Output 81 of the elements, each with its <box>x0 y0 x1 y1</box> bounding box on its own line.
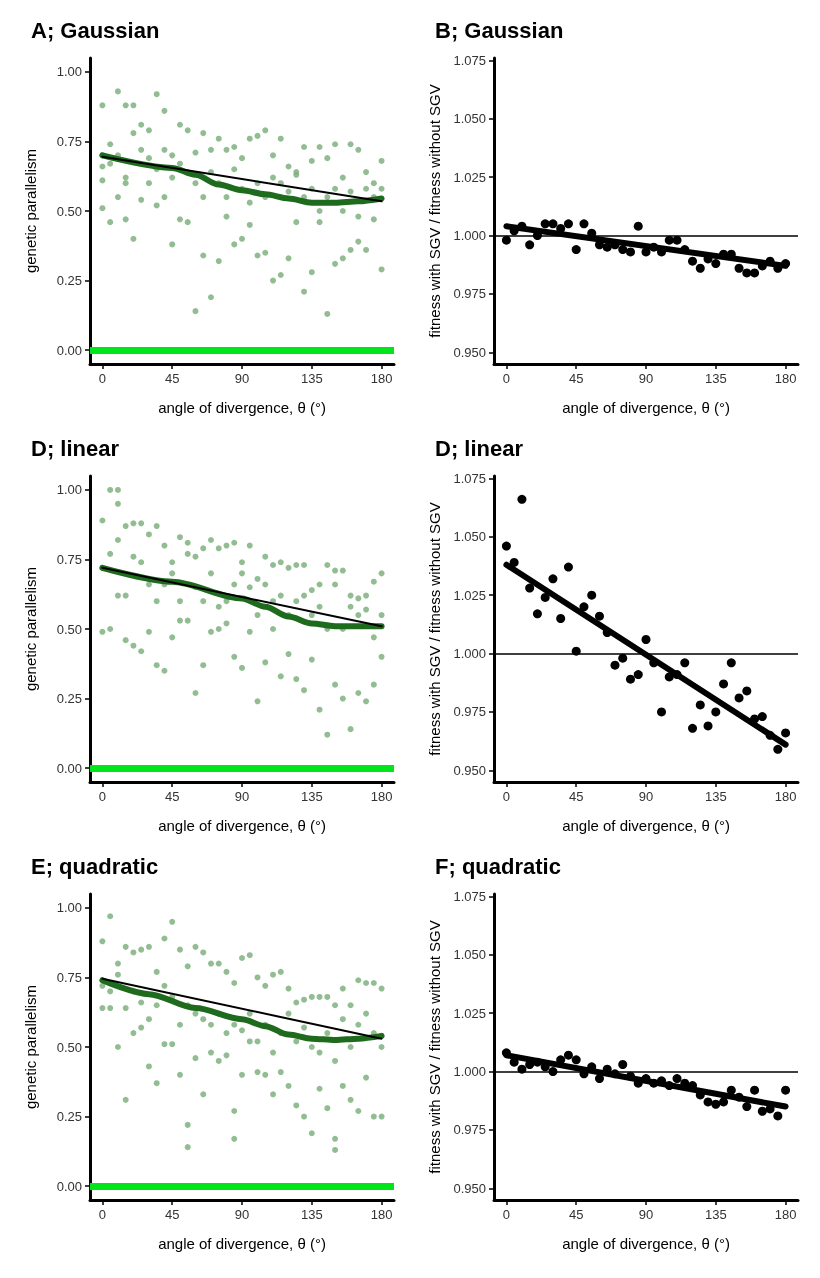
y-tick-label: 1.00 <box>56 482 82 498</box>
y-tick-label: 0.950 <box>453 762 486 778</box>
y-tick-label: 0.25 <box>56 691 82 707</box>
y-tick-label: 1.075 <box>453 888 486 904</box>
x-tick-label: 90 <box>638 371 654 386</box>
x-tick-label: 90 <box>234 371 250 386</box>
y-tick-label: 0.00 <box>56 760 82 776</box>
x-tick-label: 0 <box>98 789 107 804</box>
y-axis-title: fitness with SGV / fitness without SGV <box>426 84 443 338</box>
x-tick-label: 0 <box>502 1207 511 1222</box>
x-tick-label: 45 <box>164 371 180 386</box>
chart-title: B; Gaussian <box>435 17 564 43</box>
chart-title: E; quadratic <box>31 853 159 879</box>
x-tick-label: 45 <box>568 371 584 386</box>
y-tick-label: 1.000 <box>453 1064 486 1080</box>
x-axis-title: angle of divergence, θ (°) <box>562 1235 730 1252</box>
x-tick-label: 45 <box>164 789 180 804</box>
y-axis-title: genetic parallelism <box>22 984 39 1110</box>
y-tick-label: 1.00 <box>56 900 82 916</box>
x-tick-label: 0 <box>98 1207 107 1222</box>
chart-title: F; quadratic <box>435 853 561 879</box>
y-tick-label: 0.50 <box>56 203 82 219</box>
y-tick-label: 0.75 <box>56 551 82 567</box>
y-tick-label: 1.050 <box>453 529 486 545</box>
x-tick-label: 90 <box>638 1207 654 1222</box>
x-tick-label: 45 <box>568 789 584 804</box>
x-tick-label: 90 <box>638 789 654 804</box>
x-tick-label: 180 <box>774 371 797 386</box>
x-axis-title: angle of divergence, θ (°) <box>158 1235 326 1252</box>
x-axis-title: angle of divergence, θ (°) <box>158 399 326 416</box>
x-tick-label: 135 <box>300 371 323 386</box>
x-tick-label: 0 <box>98 371 107 386</box>
y-tick-label: 1.075 <box>453 52 486 68</box>
x-tick-label: 135 <box>704 371 727 386</box>
chart-title: D; linear <box>435 435 524 461</box>
y-tick-label: 1.025 <box>453 587 486 603</box>
x-tick-label: 180 <box>370 789 393 804</box>
y-tick-label: 0.75 <box>56 969 82 985</box>
y-axis-title: genetic parallelism <box>22 148 39 274</box>
x-tick-label: 135 <box>704 789 727 804</box>
y-tick-label: 0.00 <box>56 342 82 358</box>
x-axis-title: angle of divergence, θ (°) <box>562 399 730 416</box>
y-tick-label: 1.050 <box>453 947 486 963</box>
y-tick-label: 0.50 <box>56 1039 82 1055</box>
x-tick-label: 180 <box>774 1207 797 1222</box>
y-tick-label: 0.25 <box>56 1109 82 1125</box>
y-tick-label: 0.50 <box>56 621 82 637</box>
y-tick-label: 0.75 <box>56 133 82 149</box>
y-tick-label: 0.975 <box>453 1122 486 1138</box>
y-tick-label: 1.025 <box>453 1005 486 1021</box>
y-tick-label: 0.950 <box>453 1180 486 1196</box>
y-tick-label: 1.000 <box>453 646 486 662</box>
y-tick-label: 1.025 <box>453 169 486 185</box>
y-tick-label: 0.950 <box>453 344 486 360</box>
x-tick-label: 45 <box>568 1207 584 1222</box>
y-axis-title: fitness with SGV / fitness without SGV <box>426 920 443 1174</box>
x-axis-title: angle of divergence, θ (°) <box>562 817 730 834</box>
y-axis-title: fitness with SGV / fitness without SGV <box>426 502 443 756</box>
x-axis-title: angle of divergence, θ (°) <box>158 817 326 834</box>
chart-title: D; linear <box>31 435 120 461</box>
x-tick-label: 135 <box>300 789 323 804</box>
y-tick-label: 0.00 <box>56 1178 82 1194</box>
x-tick-label: 135 <box>300 1207 323 1222</box>
y-tick-label: 1.00 <box>56 64 82 80</box>
x-tick-label: 180 <box>370 371 393 386</box>
x-tick-label: 45 <box>164 1207 180 1222</box>
y-tick-label: 0.975 <box>453 704 486 720</box>
y-tick-label: 1.050 <box>453 111 486 127</box>
y-tick-label: 1.075 <box>453 470 486 486</box>
y-tick-label: 1.000 <box>453 228 486 244</box>
x-tick-label: 180 <box>774 789 797 804</box>
x-tick-label: 0 <box>502 789 511 804</box>
y-tick-label: 0.975 <box>453 286 486 302</box>
chart-title: A; Gaussian <box>31 17 160 43</box>
y-tick-label: 0.25 <box>56 273 82 289</box>
x-tick-label: 135 <box>704 1207 727 1222</box>
y-axis-title: genetic parallelism <box>22 566 39 692</box>
x-tick-label: 90 <box>234 1207 250 1222</box>
x-tick-label: 0 <box>502 371 511 386</box>
x-tick-label: 180 <box>370 1207 393 1222</box>
x-tick-label: 90 <box>234 789 250 804</box>
